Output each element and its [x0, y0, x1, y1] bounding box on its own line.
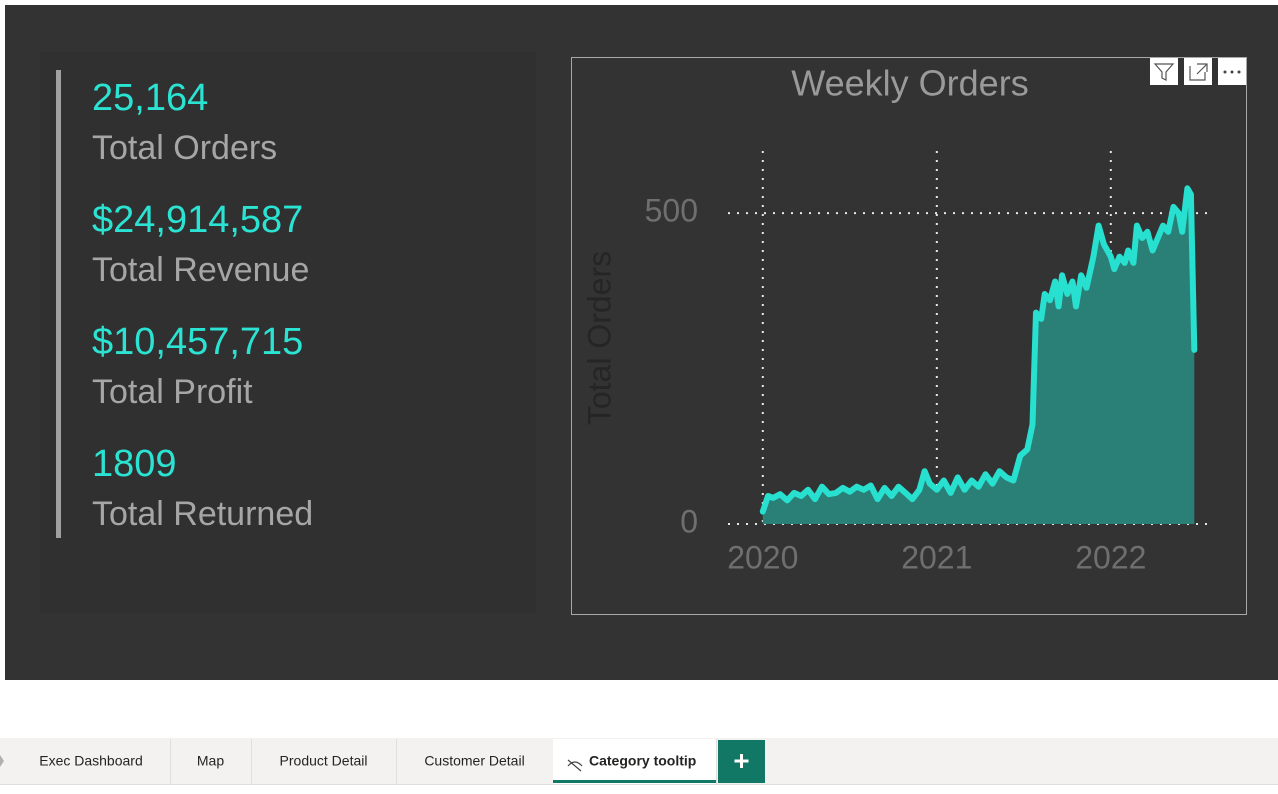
page-tab[interactable]: Category tooltip — [589, 753, 696, 769]
filter-button[interactable] — [1150, 58, 1178, 85]
focus-button[interactable] — [1184, 58, 1212, 85]
more-dot — [1223, 70, 1227, 74]
scroll-arrow[interactable] — [0, 755, 4, 767]
page-tab[interactable]: Map — [197, 753, 224, 769]
kpi-value: $10,457,715 — [92, 321, 303, 363]
page-tab[interactable]: Exec Dashboard — [39, 753, 143, 769]
kpi-label: Total Orders — [92, 129, 277, 167]
kpi-label: Total Returned — [92, 495, 313, 533]
tabs: Exec Dashboard Map Product Detail Customer … — [39, 739, 717, 784]
area — [762, 188, 1195, 525]
more-dot — [1237, 70, 1241, 74]
filter-icon — [1153, 63, 1175, 81]
kpi-accent — [56, 70, 61, 538]
hidden-icon — [567, 759, 583, 772]
page-tab[interactable]: Product Detail — [280, 753, 368, 769]
chart-title: Weekly Orders — [791, 63, 1028, 104]
y-tick-label: 0 — [680, 503, 698, 539]
kpi-value: 25,164 — [92, 77, 208, 119]
y-axis-label: Total Orders — [581, 251, 617, 425]
kpi-value: 1809 — [92, 443, 177, 485]
kpi-label: Total Profit — [92, 373, 253, 411]
x-tick-label: 2021 — [901, 539, 972, 575]
add-icon — [734, 754, 749, 768]
more-dot — [1230, 70, 1234, 74]
kpi-label: Total Revenue — [92, 251, 309, 289]
visual-header — [1150, 58, 1246, 85]
kpi-list: 25,164 Total Orders $24,914,587 Total Reven… — [92, 77, 313, 533]
x-tick-label: 2022 — [1075, 539, 1146, 575]
tab-underline — [553, 780, 716, 783]
page-tab[interactable]: Customer Detail — [424, 753, 524, 769]
kpi-card — [40, 52, 536, 613]
y-tick-label: 500 — [645, 193, 698, 229]
line — [759, 185, 1198, 515]
kpi-value: $24,914,587 — [92, 199, 303, 241]
x-tick-label: 2020 — [727, 539, 798, 575]
focus-icon — [1189, 63, 1208, 81]
tab-active-bg — [553, 739, 716, 784]
plot: 0 500 2020 2021 2022 — [645, 151, 1210, 575]
